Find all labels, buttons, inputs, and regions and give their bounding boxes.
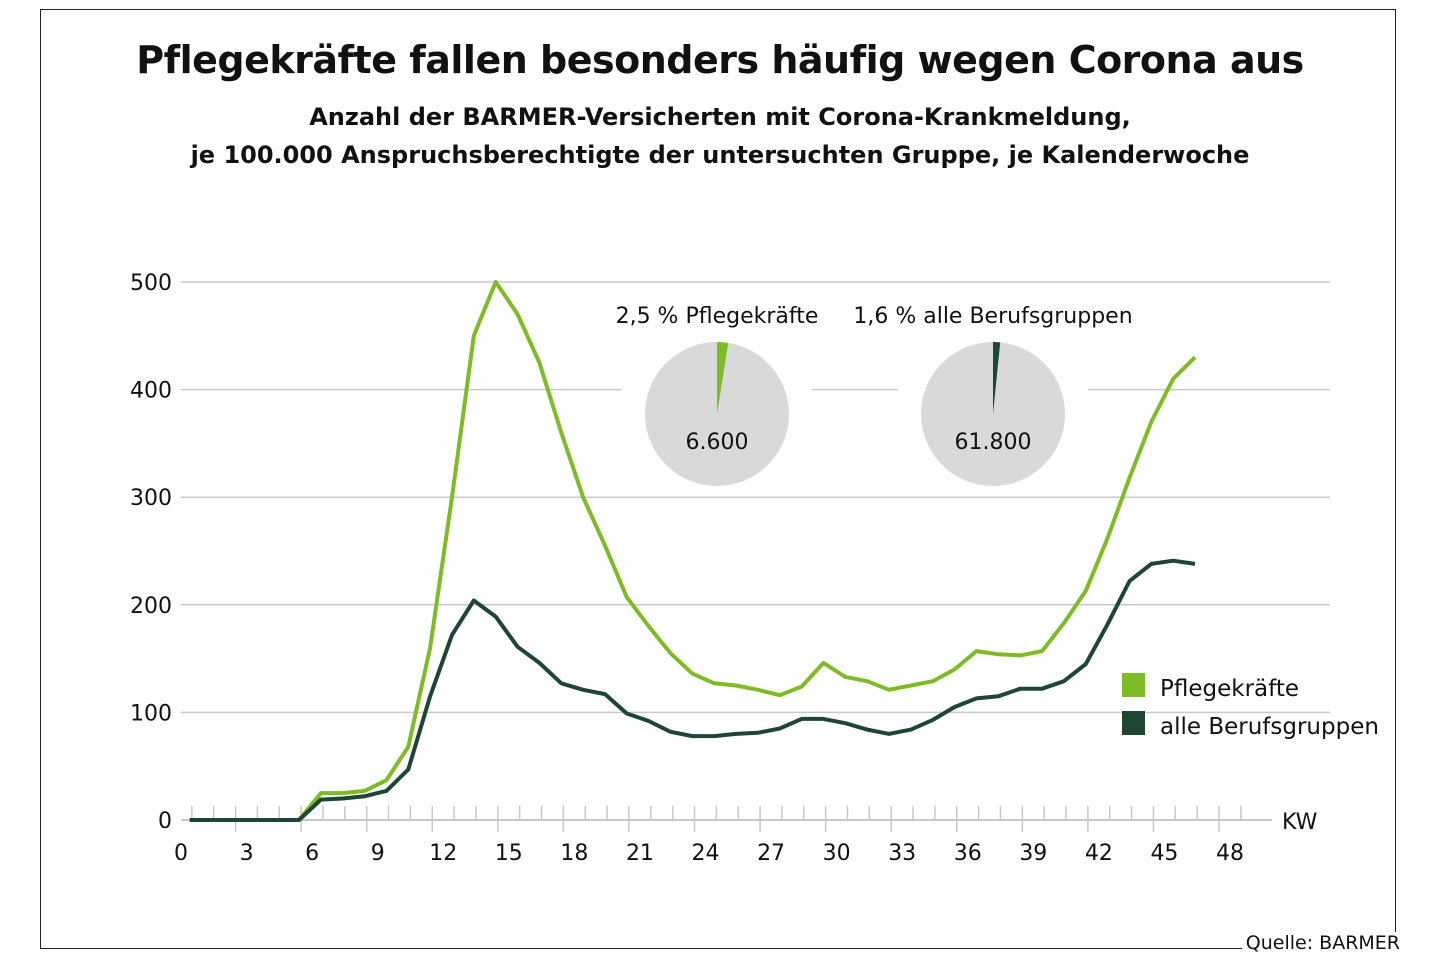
x-tick-label: 45 bbox=[1150, 841, 1178, 866]
x-tick-label: 6 bbox=[305, 841, 319, 866]
x-tick-label: 42 bbox=[1085, 841, 1113, 866]
legend-swatch bbox=[1122, 711, 1145, 735]
pie-title: 2,5 % Pflegekräfte bbox=[616, 304, 819, 329]
pie-title: 1,6 % alle Berufsgruppen bbox=[853, 304, 1132, 329]
x-tick-label: 48 bbox=[1216, 841, 1244, 866]
chart-subtitle-line-1: Anzahl der BARMER-Versicherten mit Coron… bbox=[309, 103, 1131, 131]
x-tick-label: 0 bbox=[174, 841, 188, 866]
series-line-alle-berufsgruppen bbox=[189, 558, 1196, 822]
y-tick-label: 400 bbox=[130, 379, 172, 404]
legend-swatch bbox=[1122, 673, 1145, 697]
y-tick-label: 500 bbox=[130, 271, 172, 296]
legend-label: alle Berufsgruppen bbox=[1160, 714, 1379, 740]
pie-total-label: 6.600 bbox=[686, 430, 749, 455]
x-tick-label: 18 bbox=[560, 841, 588, 866]
y-tick-label: 200 bbox=[130, 594, 172, 619]
legend-label: Pflegekräfte bbox=[1160, 676, 1299, 702]
x-tick-label: 3 bbox=[240, 841, 254, 866]
x-tick-label: 36 bbox=[954, 841, 982, 866]
x-tick-label: 39 bbox=[1019, 841, 1047, 866]
y-tick-label: 100 bbox=[130, 701, 172, 726]
pie-total-label: 61.800 bbox=[955, 430, 1032, 455]
series-line-pflegekraefte bbox=[189, 280, 1197, 822]
frame-border bbox=[40, 9, 1396, 949]
x-tick-label: 24 bbox=[692, 841, 720, 866]
x-tick-label: 33 bbox=[888, 841, 916, 866]
x-tick-label: 21 bbox=[626, 841, 654, 866]
x-tick-label: 12 bbox=[429, 841, 457, 866]
y-tick-label: 300 bbox=[130, 486, 172, 511]
y-tick-label: 0 bbox=[158, 809, 172, 834]
pie-share-slice bbox=[717, 342, 729, 414]
x-axis-label: KW bbox=[1282, 810, 1318, 835]
chart-title: Pflegekräfte fallen besonders häufig weg… bbox=[136, 38, 1304, 82]
pie-share-slice bbox=[993, 342, 1001, 414]
chart-subtitle-line-2: je 100.000 Anspruchsberechtigte der unte… bbox=[190, 141, 1250, 169]
x-tick-label: 15 bbox=[495, 841, 523, 866]
source-note: Quelle: BARMER bbox=[1241, 932, 1400, 954]
x-tick-label: 30 bbox=[823, 841, 851, 866]
x-tick-label: 27 bbox=[757, 841, 785, 866]
x-tick-label: 9 bbox=[371, 841, 385, 866]
